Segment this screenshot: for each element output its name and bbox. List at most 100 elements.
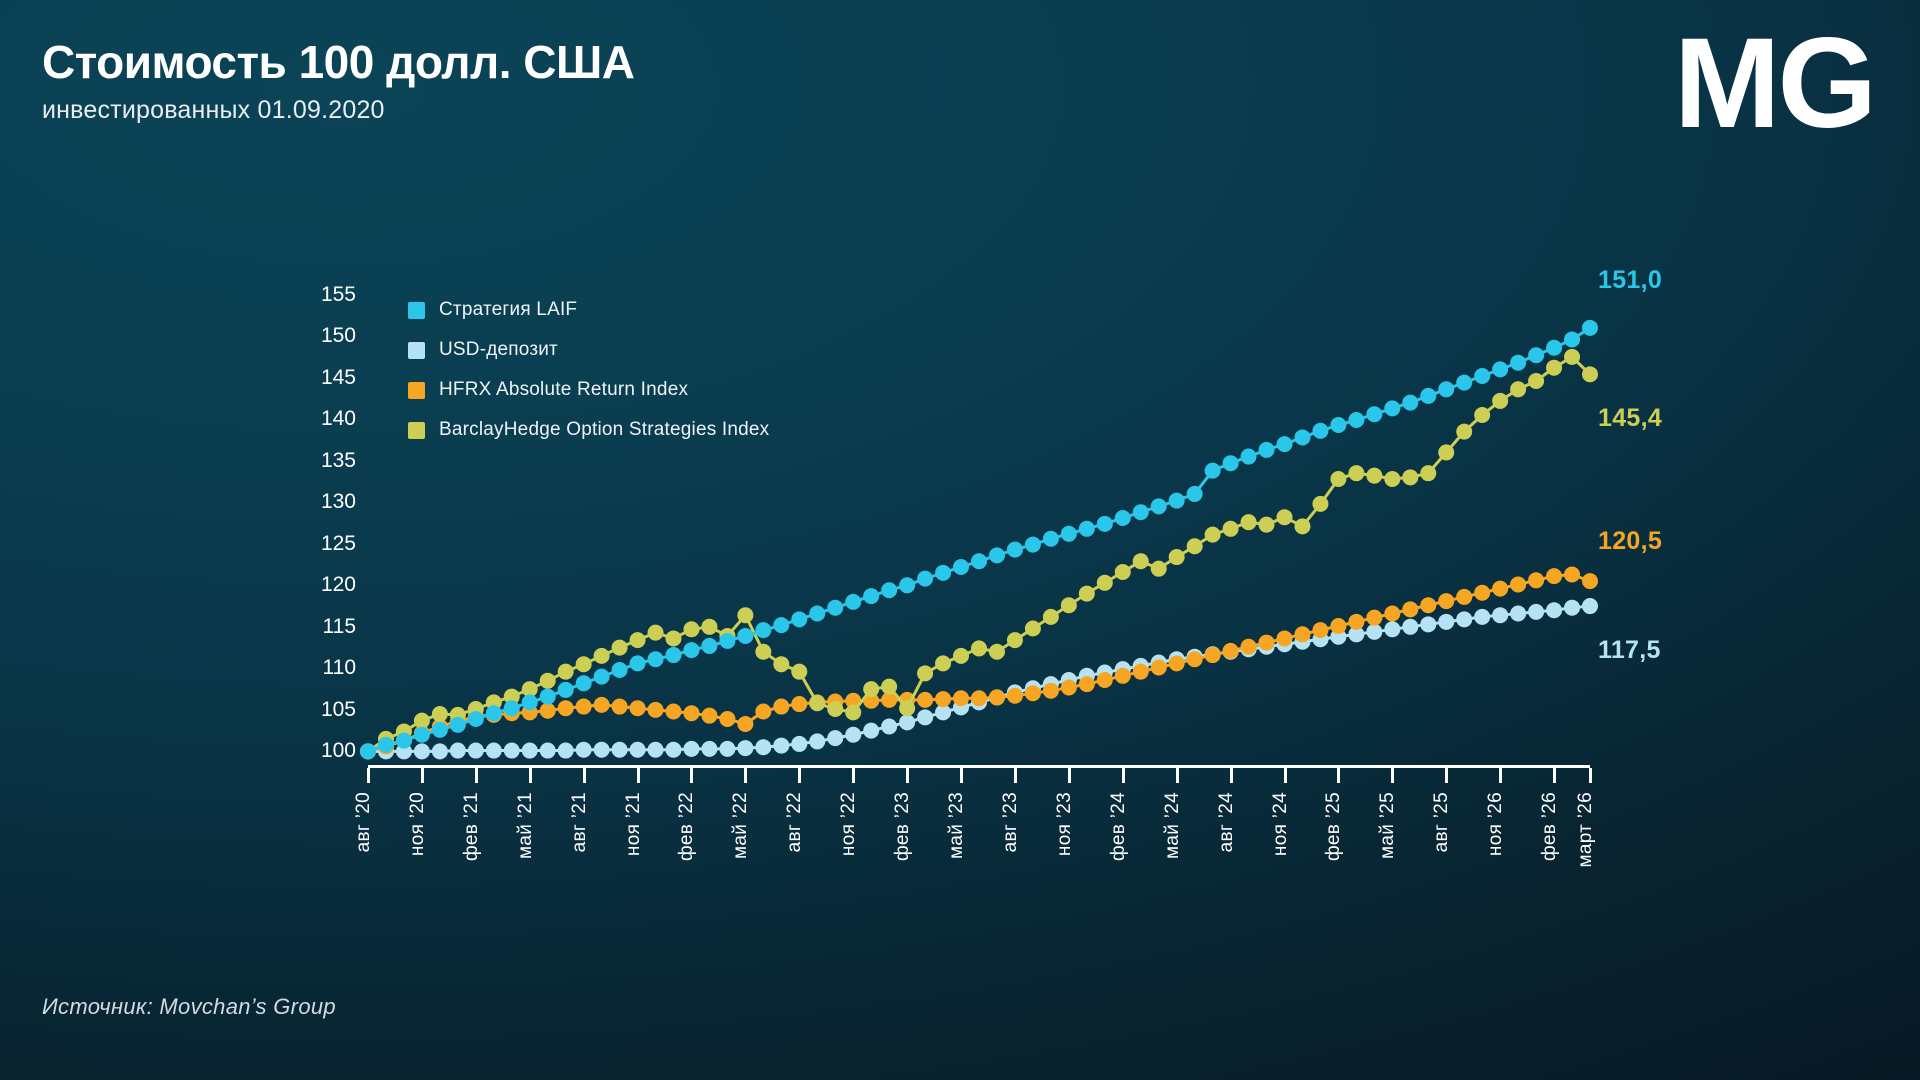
data-point-hfrx[interactable] xyxy=(1330,617,1347,634)
data-point-usd_deposit[interactable] xyxy=(827,730,844,747)
data-point-usd_deposit[interactable] xyxy=(629,741,646,758)
data-point-usd_deposit[interactable] xyxy=(935,704,952,721)
data-point-usd_deposit[interactable] xyxy=(1348,626,1365,643)
data-point-barclay[interactable] xyxy=(521,681,538,698)
data-point-laif[interactable] xyxy=(971,553,987,570)
data-point-barclay[interactable] xyxy=(1060,597,1077,614)
data-point-laif[interactable] xyxy=(539,688,556,705)
data-point-barclay[interactable] xyxy=(737,607,754,624)
data-point-hfrx[interactable] xyxy=(773,698,790,715)
data-point-laif[interactable] xyxy=(881,582,898,599)
data-point-laif[interactable] xyxy=(1132,504,1149,521)
data-point-barclay[interactable] xyxy=(1456,423,1473,440)
data-point-laif[interactable] xyxy=(773,617,790,634)
data-point-usd_deposit[interactable] xyxy=(881,718,898,735)
data-point-barclay[interactable] xyxy=(1330,470,1347,487)
data-point-usd_deposit[interactable] xyxy=(1474,608,1491,625)
data-point-laif[interactable] xyxy=(665,647,682,664)
data-point-hfrx[interactable] xyxy=(1132,663,1149,680)
data-point-hfrx[interactable] xyxy=(1492,580,1509,597)
data-point-barclay[interactable] xyxy=(917,665,934,682)
data-point-hfrx[interactable] xyxy=(1078,676,1095,693)
data-point-hfrx[interactable] xyxy=(611,698,628,715)
data-point-laif[interactable] xyxy=(1096,515,1113,532)
data-point-laif[interactable] xyxy=(503,700,520,717)
data-point-hfrx[interactable] xyxy=(1186,651,1203,668)
data-point-barclay[interactable] xyxy=(575,656,592,673)
data-point-laif[interactable] xyxy=(1348,412,1365,429)
data-point-barclay[interactable] xyxy=(1186,538,1203,555)
data-point-hfrx[interactable] xyxy=(1384,605,1401,622)
data-point-laif[interactable] xyxy=(935,564,952,581)
data-point-laif[interactable] xyxy=(701,637,718,654)
data-point-laif[interactable] xyxy=(1528,347,1545,364)
data-point-barclay[interactable] xyxy=(1240,514,1257,531)
data-point-hfrx[interactable] xyxy=(1528,572,1545,589)
data-point-barclay[interactable] xyxy=(593,647,610,664)
data-point-laif[interactable] xyxy=(377,736,394,753)
data-point-laif[interactable] xyxy=(863,588,880,605)
data-point-barclay[interactable] xyxy=(1348,465,1365,482)
data-point-barclay[interactable] xyxy=(1402,469,1419,486)
data-point-laif[interactable] xyxy=(953,559,970,576)
data-point-hfrx[interactable] xyxy=(1456,588,1473,605)
data-point-laif[interactable] xyxy=(1438,381,1455,398)
data-point-usd_deposit[interactable] xyxy=(611,741,628,758)
data-point-barclay[interactable] xyxy=(1204,526,1221,543)
data-point-usd_deposit[interactable] xyxy=(701,740,718,757)
data-point-laif[interactable] xyxy=(1240,448,1257,465)
data-point-laif[interactable] xyxy=(1492,361,1509,378)
data-point-barclay[interactable] xyxy=(1006,632,1023,649)
data-point-barclay[interactable] xyxy=(1114,564,1131,580)
data-point-barclay[interactable] xyxy=(809,695,826,712)
data-point-barclay[interactable] xyxy=(1294,518,1311,535)
data-point-usd_deposit[interactable] xyxy=(773,737,790,754)
data-point-laif[interactable] xyxy=(755,622,772,639)
data-point-laif[interactable] xyxy=(1582,319,1598,336)
data-point-hfrx[interactable] xyxy=(683,705,700,722)
data-point-laif[interactable] xyxy=(611,662,628,678)
data-point-laif[interactable] xyxy=(1042,530,1059,547)
data-point-barclay[interactable] xyxy=(1024,620,1041,637)
data-point-hfrx[interactable] xyxy=(971,690,987,707)
data-point-hfrx[interactable] xyxy=(1258,634,1275,651)
data-point-barclay[interactable] xyxy=(1420,465,1437,482)
data-point-barclay[interactable] xyxy=(665,630,682,647)
data-point-hfrx[interactable] xyxy=(629,700,646,717)
data-point-barclay[interactable] xyxy=(1168,549,1185,566)
legend-item-barclay[interactable]: BarclayHedge Option Strategies Index xyxy=(408,410,769,450)
data-point-hfrx[interactable] xyxy=(593,696,610,713)
data-point-hfrx[interactable] xyxy=(953,690,970,707)
data-point-laif[interactable] xyxy=(1312,422,1329,439)
data-point-laif[interactable] xyxy=(1546,339,1563,356)
data-point-usd_deposit[interactable] xyxy=(665,741,682,758)
data-point-hfrx[interactable] xyxy=(935,691,952,708)
data-point-laif[interactable] xyxy=(413,726,430,743)
data-point-laif[interactable] xyxy=(1564,331,1581,348)
data-point-laif[interactable] xyxy=(1330,417,1347,433)
data-point-hfrx[interactable] xyxy=(701,707,718,724)
data-point-barclay[interactable] xyxy=(1510,381,1527,398)
data-point-hfrx[interactable] xyxy=(917,691,934,708)
data-point-hfrx[interactable] xyxy=(1582,573,1598,590)
data-point-hfrx[interactable] xyxy=(1312,622,1329,639)
data-point-laif[interactable] xyxy=(1276,436,1293,453)
data-point-laif[interactable] xyxy=(719,632,736,649)
data-point-barclay[interactable] xyxy=(1528,372,1545,389)
data-point-laif[interactable] xyxy=(737,627,754,644)
data-point-barclay[interactable] xyxy=(1078,585,1095,602)
data-point-laif[interactable] xyxy=(1204,462,1221,479)
data-point-hfrx[interactable] xyxy=(1024,685,1041,702)
data-point-barclay[interactable] xyxy=(935,655,952,672)
data-point-barclay[interactable] xyxy=(971,640,987,657)
data-point-barclay[interactable] xyxy=(1150,560,1167,577)
data-point-barclay[interactable] xyxy=(629,632,646,649)
data-point-laif[interactable] xyxy=(1510,354,1527,371)
data-point-usd_deposit[interactable] xyxy=(1528,603,1545,620)
data-point-barclay[interactable] xyxy=(827,701,844,718)
data-point-hfrx[interactable] xyxy=(1438,593,1455,610)
data-point-laif[interactable] xyxy=(791,611,808,628)
data-point-barclay[interactable] xyxy=(953,647,970,664)
data-point-hfrx[interactable] xyxy=(1204,647,1221,664)
data-point-usd_deposit[interactable] xyxy=(1492,607,1509,624)
